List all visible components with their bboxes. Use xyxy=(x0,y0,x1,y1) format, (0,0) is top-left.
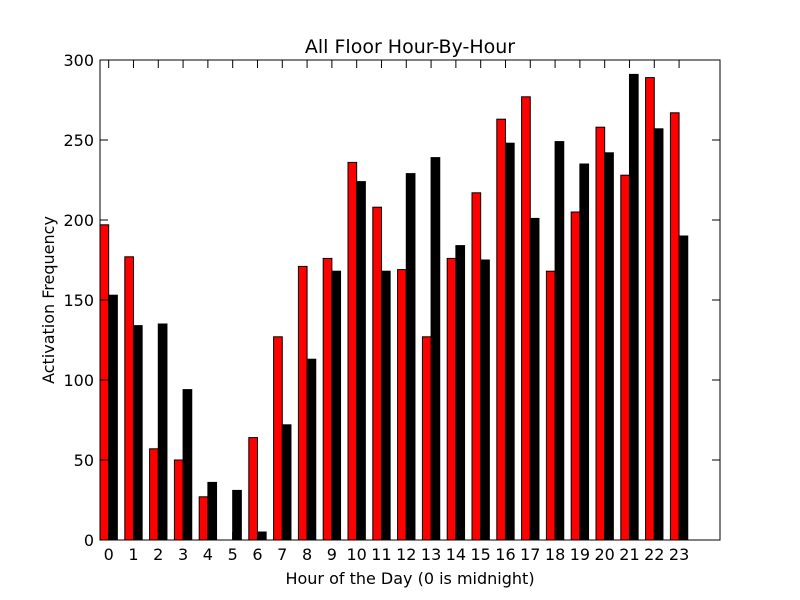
bar-series-1-hour-6 xyxy=(248,437,258,541)
bar-series-1-hour-2 xyxy=(149,448,159,541)
bar-series-1-hour-9 xyxy=(322,257,333,541)
chart-title: All Floor Hour-By-Hour xyxy=(305,36,515,58)
y-ticks-group: 0 50 100 150 200 250 300 xyxy=(63,51,720,550)
x-tick-label: 17 xyxy=(520,545,540,564)
bar-series-1-hour-4 xyxy=(198,496,209,541)
bar-series-1-hour-3 xyxy=(173,459,184,541)
x-tick-label: 12 xyxy=(396,545,416,564)
x-tick-label: 1 xyxy=(128,545,138,564)
bar-series-1-hour-22 xyxy=(645,77,655,541)
x-tick-label: 5 xyxy=(228,545,238,564)
x-axis-label: Hour of the Day (0 is midnight) xyxy=(285,569,534,588)
x-ticks-group: 0 1 2 3 4 5 6 7 8 9 10 11 12 13 14 15 16 17 18 19 20 21 22 23 xyxy=(104,60,689,564)
x-tick-label: 21 xyxy=(619,545,639,564)
x-tick-label: 19 xyxy=(570,545,590,564)
x-tick-label: 0 xyxy=(104,545,114,564)
x-tick-label: 8 xyxy=(302,545,312,564)
bar-series-1-hour-14 xyxy=(446,257,457,541)
bar-series-2-hour-12 xyxy=(405,173,416,541)
plot-area-frame xyxy=(99,59,721,541)
x-tick-label: 14 xyxy=(446,545,466,564)
x-tick-label: 23 xyxy=(669,545,689,564)
y-tick-label: 0 xyxy=(84,531,94,550)
bar-series-2-hour-16 xyxy=(504,142,515,541)
bar-series-2-hour-17 xyxy=(529,217,540,541)
x-tick-label: 3 xyxy=(178,545,188,564)
x-tick-label: 4 xyxy=(203,545,213,564)
bar-series-2-hour-19 xyxy=(579,163,590,541)
x-tick-label: 11 xyxy=(371,545,391,564)
bar-series-2-hour-4 xyxy=(207,481,218,541)
bar-series-2-hour-21 xyxy=(628,73,639,541)
bar-series-2-hour-8 xyxy=(306,358,317,541)
x-tick-label: 22 xyxy=(644,545,664,564)
x-tick-label: 20 xyxy=(595,545,615,564)
bar-series-1-hour-1 xyxy=(124,256,134,541)
x-tick-label: 18 xyxy=(545,545,565,564)
bar-series-2-hour-2 xyxy=(157,323,168,541)
bar-series-1-hour-17 xyxy=(521,96,531,541)
x-tick-label: 6 xyxy=(252,545,262,564)
bar-series-1-hour-11 xyxy=(372,206,382,541)
bar-series-1-hour-0 xyxy=(99,224,110,541)
y-tick-label: 200 xyxy=(63,211,94,230)
x-tick-label: 10 xyxy=(347,545,367,564)
bar-series-2-hour-6 xyxy=(256,531,267,541)
x-tick-label: 15 xyxy=(471,545,491,564)
y-tick-label: 100 xyxy=(63,371,94,390)
bar-series-1-hour-8 xyxy=(297,265,308,541)
x-tick-label: 13 xyxy=(421,545,441,564)
y-tick-label: 150 xyxy=(63,291,94,310)
bar-series-2-hour-7 xyxy=(281,424,292,541)
bar-series-1-hour-20 xyxy=(595,126,606,541)
y-tick-label: 300 xyxy=(63,51,94,70)
x-tick-label: 16 xyxy=(495,545,515,564)
bar-series-1-hour-12 xyxy=(397,269,407,541)
bar-series-2-hour-23 xyxy=(678,235,689,541)
bars-group xyxy=(99,73,689,541)
bar-series-2-hour-5 xyxy=(232,489,242,541)
bar-series-2-hour-3 xyxy=(182,389,193,541)
bar-series-2-hour-0 xyxy=(108,294,118,541)
bar-series-1-hour-18 xyxy=(545,270,556,541)
y-tick-label: 50 xyxy=(74,451,94,470)
bar-series-1-hour-7 xyxy=(273,336,283,541)
bar-series-2-hour-13 xyxy=(430,157,441,541)
bar-series-2-hour-14 xyxy=(455,245,466,541)
bar-series-1-hour-23 xyxy=(669,112,680,541)
bar-series-2-hour-9 xyxy=(331,270,342,541)
bar-series-2-hour-20 xyxy=(604,152,614,541)
x-tick-label: 9 xyxy=(327,545,337,564)
bar-series-1-hour-16 xyxy=(496,118,506,541)
bar-series-1-hour-21 xyxy=(620,174,630,541)
y-tick-label: 250 xyxy=(63,131,94,150)
y-axis-label: Activation Frequency xyxy=(39,216,58,384)
bar-series-2-hour-22 xyxy=(653,128,664,541)
bar-series-2-hour-11 xyxy=(380,270,391,541)
x-tick-label: 2 xyxy=(153,545,163,564)
bar-series-2-hour-1 xyxy=(132,325,143,541)
bar-series-2-hour-18 xyxy=(554,141,565,541)
bar-series-2-hour-10 xyxy=(356,181,366,541)
bar-series-1-hour-13 xyxy=(421,336,432,541)
bar-series-1-hour-19 xyxy=(570,211,581,541)
bar-series-2-hour-15 xyxy=(480,259,490,541)
bar-series-1-hour-10 xyxy=(347,161,358,541)
x-tick-label: 7 xyxy=(277,545,287,564)
bar-series-1-hour-15 xyxy=(471,192,482,541)
